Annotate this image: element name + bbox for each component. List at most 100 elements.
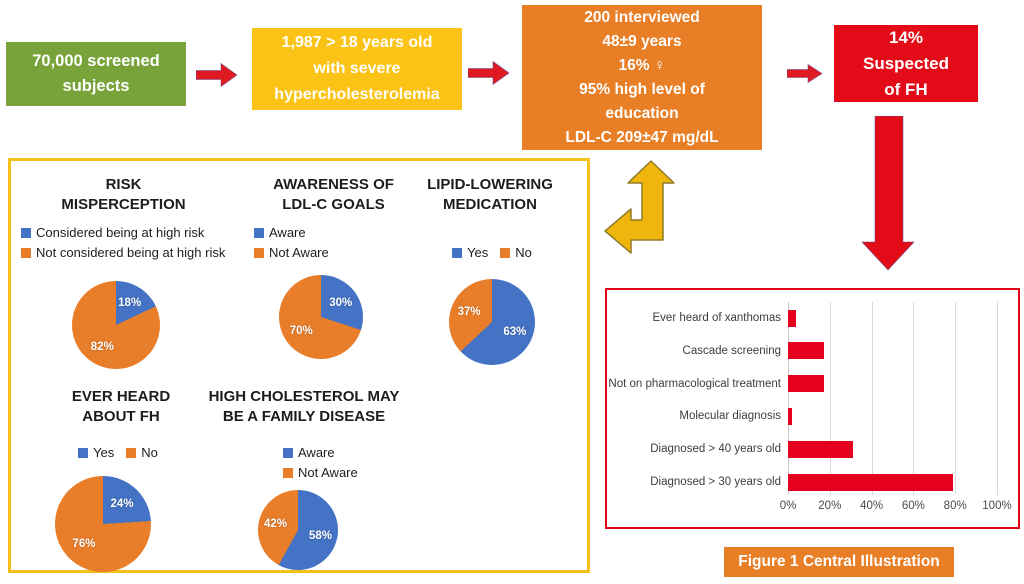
- suspected-fh-line: of FH: [884, 79, 928, 99]
- legend-swatch-icon: [283, 447, 293, 458]
- screened-subjects-box: 70,000 screened subjects: [6, 42, 186, 106]
- legend-swatch-icon: [283, 467, 293, 478]
- x-tick-label: 60%: [901, 500, 925, 512]
- x-tick-label: 40%: [860, 500, 884, 512]
- right-arrow-icon: [196, 63, 238, 87]
- interviewed-cohort-line: 48±9 years: [602, 32, 682, 50]
- bar: [788, 473, 953, 491]
- pie-value-label: 24%: [110, 497, 134, 510]
- grid-line: [829, 302, 831, 495]
- pie-title-line: EVER HEARD: [71, 388, 171, 405]
- legend-item: Yes: [452, 245, 488, 260]
- pie-title-line: MISPERCEPTION: [61, 196, 186, 213]
- pie-title: RISK MISPERCEPTION: [26, 175, 221, 215]
- interviewed-cohort-line: LDL-C 209±47 mg/dL: [565, 128, 719, 146]
- legend-item: Considered being at high risk: [21, 225, 204, 240]
- grid-line: [871, 302, 873, 495]
- pie-legend: Aware Not Aware: [283, 445, 358, 480]
- pie-chart: 24% 76%: [55, 476, 151, 572]
- suspected-fh-line: 14%: [888, 27, 924, 47]
- legend-label: No: [141, 445, 158, 460]
- legend-item: Not Aware: [283, 465, 358, 480]
- legend-label: Yes: [93, 445, 115, 460]
- bar: [788, 440, 853, 458]
- x-tick-label: 100%: [982, 500, 1012, 512]
- legend-item: No: [126, 445, 158, 460]
- bar: [788, 309, 796, 327]
- interviewed-cohort-line: education: [605, 104, 679, 122]
- pie-title: AWARENESS OF LDL-C GOALS: [236, 175, 431, 215]
- legend-label: Considered being at high risk: [36, 225, 205, 240]
- legend-swatch-icon: [254, 227, 264, 238]
- bar-row-label: Molecular diagnosis: [679, 410, 781, 423]
- grid-line: [788, 302, 789, 495]
- bar-row-label: Ever heard of xanthomas: [652, 312, 782, 324]
- legend-label: Aware: [269, 225, 306, 240]
- pie-title-line: RISK: [105, 176, 142, 193]
- pie-legend: Considered being at high risk Not conside…: [21, 225, 225, 260]
- pie-legend: Yes No: [409, 245, 575, 260]
- pie-title-line: AWARENESS OF: [273, 176, 394, 193]
- pie-value-label: 42%: [264, 518, 288, 531]
- pie-chart: 63% 37%: [449, 279, 535, 365]
- pie-title: HIGH CHOLESTEROL MAY BE A FAMILY DISEASE: [179, 387, 429, 427]
- right-arrow-icon: [468, 61, 510, 85]
- legend-swatch-icon: [78, 447, 89, 458]
- legend-swatch-icon: [254, 247, 264, 258]
- legend-label: Not Aware: [298, 465, 358, 480]
- pie-title-line: BE A FAMILY DISEASE: [222, 408, 386, 425]
- pie-value-label: 82%: [90, 340, 114, 353]
- grid-line: [913, 302, 915, 495]
- interviewed-cohort-line: 95% high level of: [579, 80, 705, 98]
- pie-title-line: ABOUT FH: [82, 408, 160, 425]
- legend-swatch-icon: [21, 247, 31, 258]
- pie-title-line: HIGH CHOLESTEROL MAY: [208, 388, 400, 405]
- pie-title: EVER HEARD ABOUT FH: [31, 387, 211, 427]
- legend-item: Not considered being at high risk: [21, 245, 225, 260]
- bar-row-label: Diagnosed > 30 years old: [650, 476, 781, 488]
- interviewed-cohort-line: 16% ♀: [618, 56, 666, 74]
- legend-label: Yes: [467, 245, 489, 260]
- legend-swatch-icon: [21, 227, 31, 238]
- pie-title-line: LDL-C GOALS: [282, 196, 385, 213]
- pie-value-label: 63%: [503, 325, 527, 338]
- figure-caption-label: Figure 1 Central Illustration: [724, 547, 954, 577]
- legend-item: No: [500, 245, 532, 260]
- pie-chart: 58% 42%: [258, 490, 338, 570]
- survey-results-panel: RISK MISPERCEPTION Considered being at hi…: [8, 158, 590, 573]
- interviewed-cohort-line: 200 interviewed: [584, 8, 700, 26]
- bar: [788, 342, 824, 360]
- legend-label: No: [515, 245, 532, 260]
- elbow-double-arrow-icon: [604, 160, 675, 254]
- pie-title-line: MEDICATION: [443, 196, 537, 213]
- x-tick-label: 0%: [779, 500, 797, 512]
- pie-value-label: 76%: [72, 538, 96, 551]
- legend-swatch-icon: [126, 447, 137, 458]
- eligible-subjects-box: 1,987 > 18 years old with severe hyperch…: [252, 28, 462, 110]
- bar: [788, 375, 824, 393]
- legend-item: Not Aware: [254, 245, 329, 260]
- legend-item: Aware: [254, 225, 306, 240]
- legend-swatch-icon: [500, 247, 511, 258]
- pie-legend: Aware Not Aware: [254, 225, 329, 260]
- bar-row-label: Cascade screening: [682, 344, 781, 357]
- eligible-subjects-line: 1,987 > 18 years old: [281, 34, 433, 51]
- pie-title-line: LIPID-LOWERING: [427, 176, 553, 193]
- pie-title: LIPID-LOWERING MEDICATION: [399, 175, 581, 215]
- pie-value-label: 37%: [457, 306, 481, 319]
- pie-chart: 30% 70%: [279, 275, 363, 359]
- bar-row-label: Not on pharmacological treatment: [608, 377, 781, 390]
- legend-item: Yes: [78, 445, 114, 460]
- legend-swatch-icon: [452, 247, 463, 258]
- screened-subjects-line: subjects: [62, 77, 130, 95]
- suspected-fh-box: 14% Suspected of FH: [834, 25, 978, 102]
- bar: [788, 407, 792, 425]
- pie-value-label: 58%: [308, 529, 332, 542]
- pie-legend: Yes No: [43, 445, 193, 460]
- down-arrow-icon: [861, 116, 915, 271]
- suspected-fh-bar-chart-panel: Ever heard of xanthomas Cascade screening…: [605, 288, 1020, 529]
- right-arrow-icon: [787, 64, 823, 83]
- pie-value-label: 70%: [289, 325, 313, 338]
- grid-line: [997, 302, 998, 495]
